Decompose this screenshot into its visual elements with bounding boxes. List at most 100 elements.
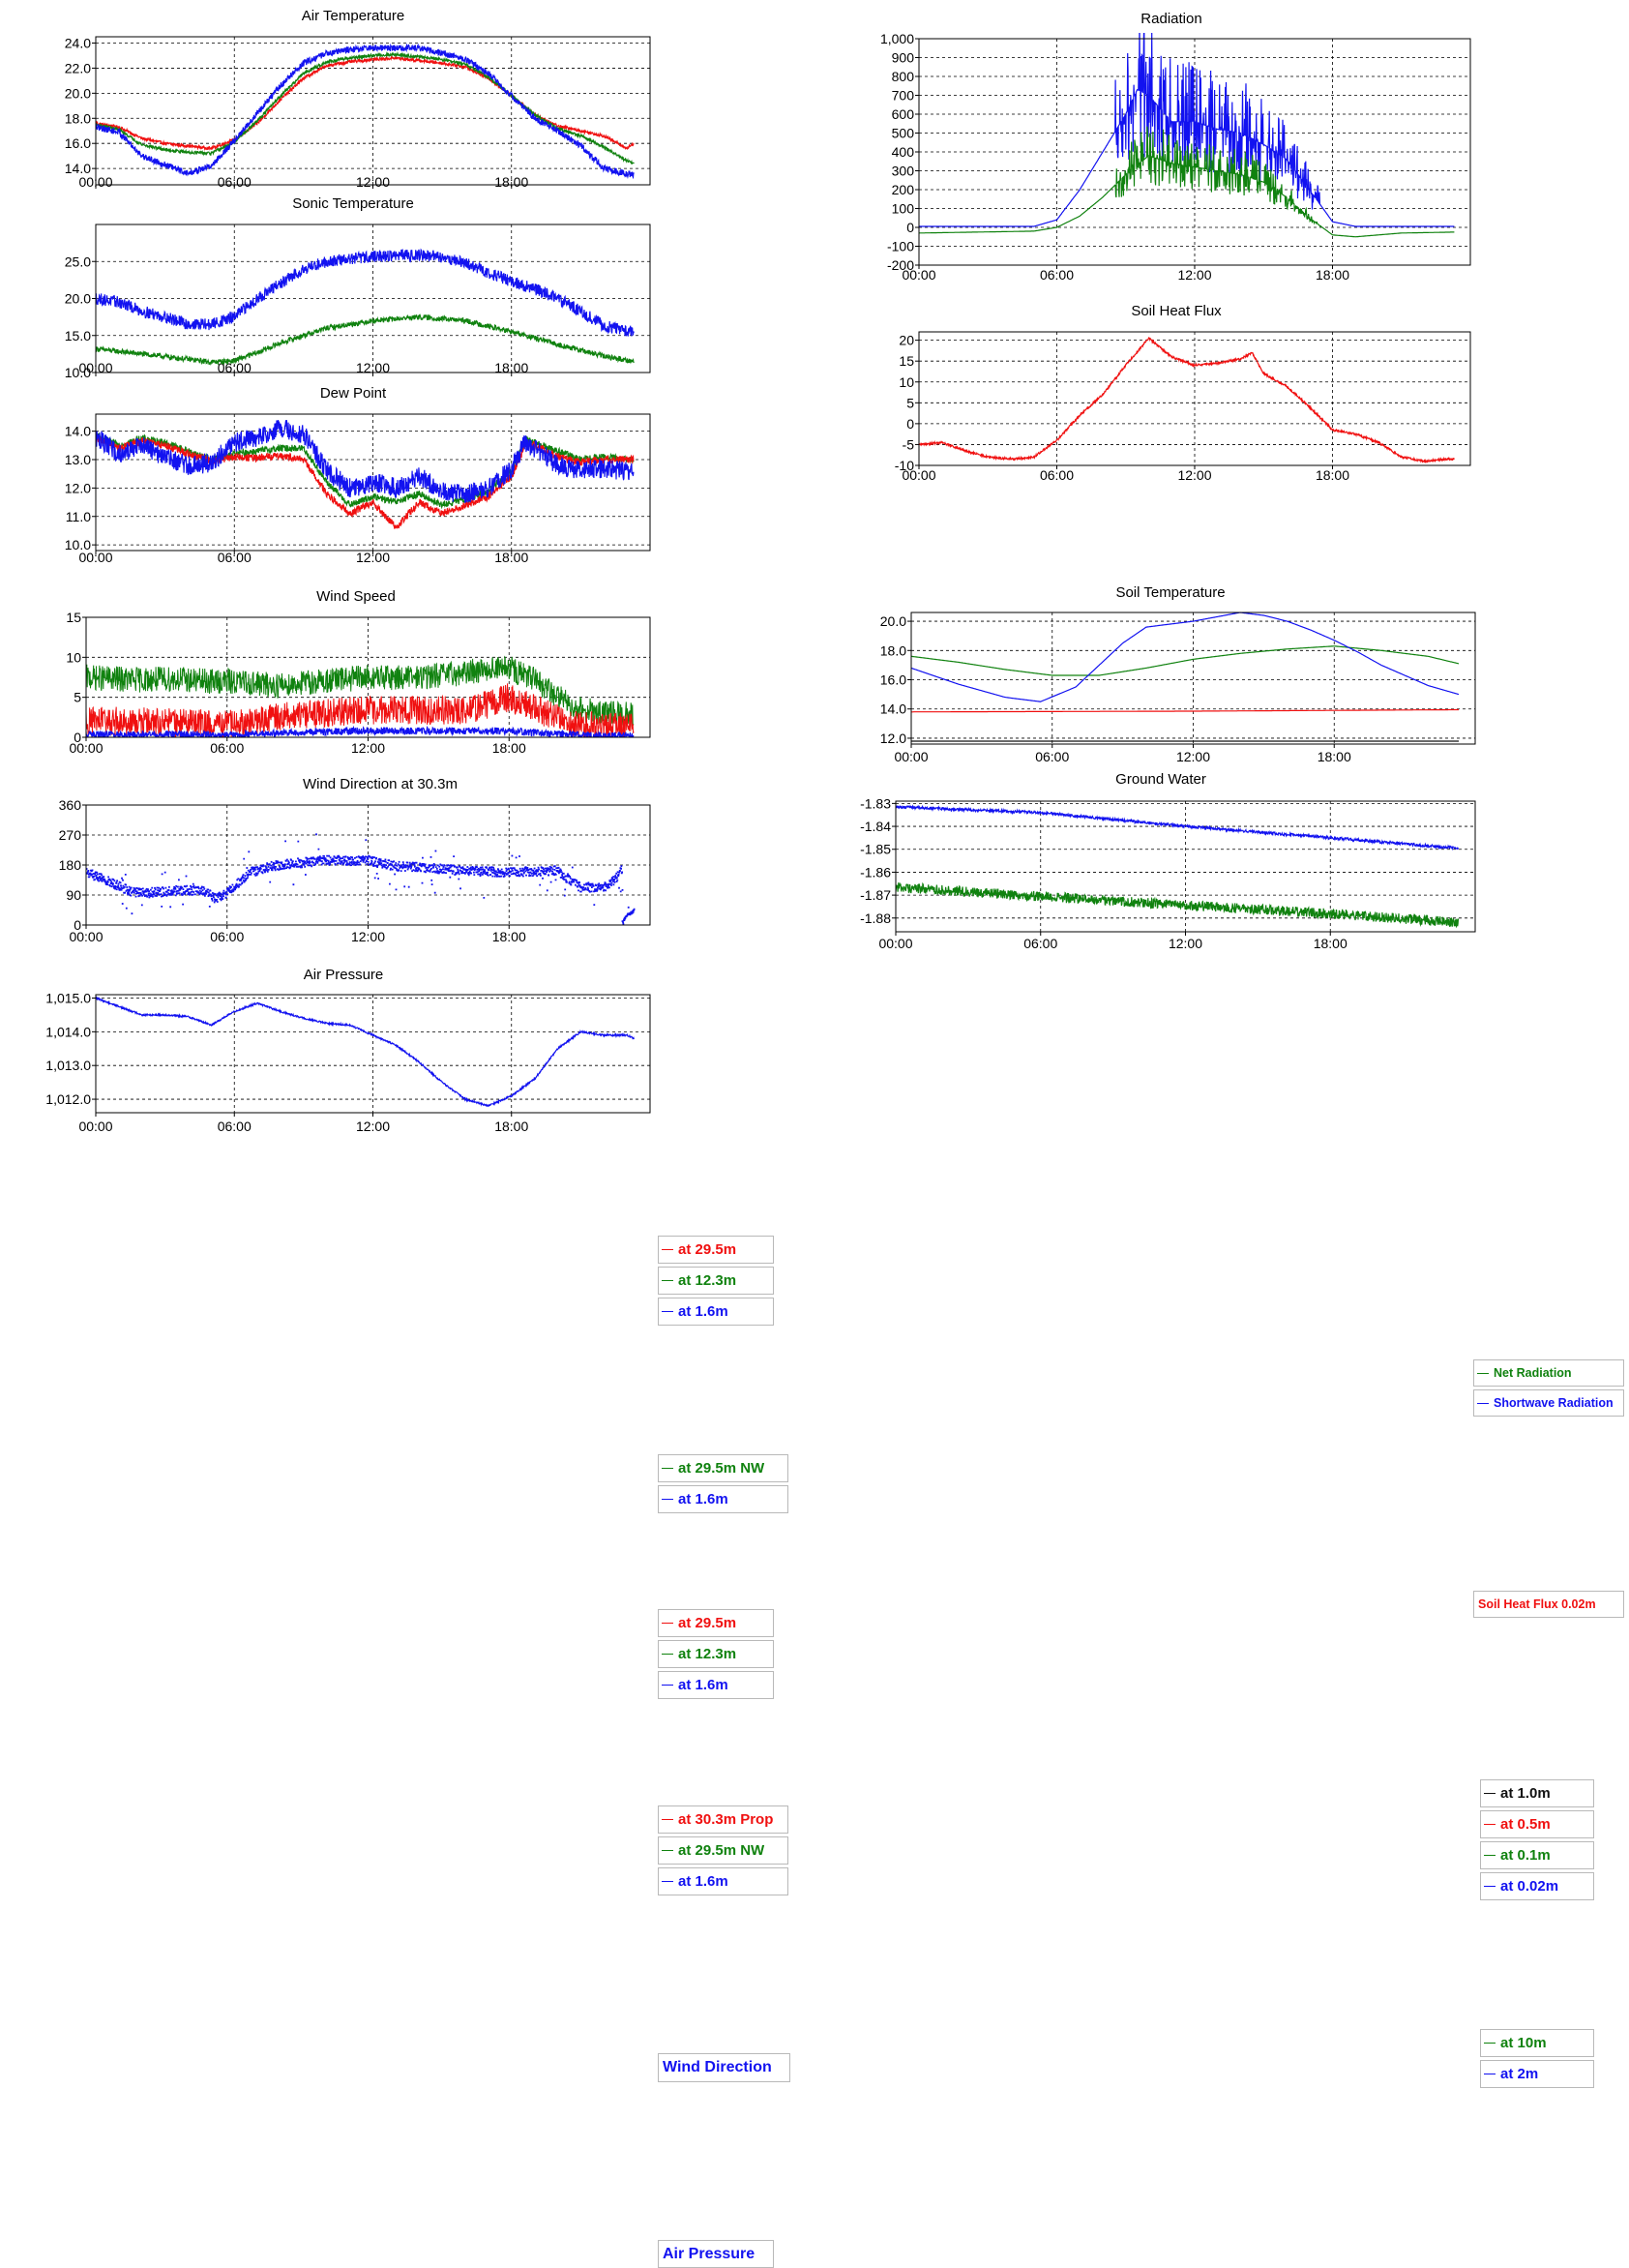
legend-label: at 29.5m	[678, 1615, 737, 1631]
air-temperature-series-1	[96, 50, 635, 164]
wind-direction-series-1	[621, 906, 636, 925]
wind-direction-xtick-label: 18:00	[492, 929, 526, 944]
soil-temperature-ytick-label: 14.0	[880, 701, 906, 717]
wind-speed-ytick-label: 15	[66, 610, 81, 625]
legend-item-soil-temperature-0: at 1.0m	[1480, 1779, 1594, 1807]
legend-label: at 12.3m	[678, 1646, 737, 1662]
legend-item-wind-speed-2: at 1.6m	[658, 1867, 788, 1895]
radiation-ytick-label: 200	[892, 182, 915, 197]
wind-speed-xtick-label: 18:00	[492, 740, 526, 756]
dew-point-xtick-label: 00:00	[78, 550, 112, 565]
air-temperature-xtick-label: 12:00	[356, 174, 390, 190]
air-temperature-chart: Air Temperature 24.0 22.0 20.0 18.0 16.0 14.0 0…	[65, 8, 651, 190]
radiation-ytick-label: 700	[892, 88, 915, 104]
legend-label: at 29.5m	[678, 1241, 737, 1258]
air-temperature-ytick-label: 14.0	[65, 161, 91, 176]
air-pressure-xtick-label: 18:00	[494, 1119, 528, 1134]
legend-label: at 1.6m	[678, 1873, 728, 1890]
legend-item-air-temperature-2: at 1.6m	[658, 1298, 774, 1326]
legend-label: Soil Heat Flux 0.02m	[1478, 1597, 1596, 1611]
sonic-temperature-title: Sonic Temperature	[292, 195, 414, 212]
legend-swatch	[662, 1280, 673, 1281]
legend-label: at 29.5m NW	[678, 1842, 765, 1859]
legend-item-air-temperature-1: at 12.3m	[658, 1267, 774, 1295]
ground-water-xtick-label: 00:00	[878, 936, 912, 951]
dew-point-series-2	[96, 419, 635, 503]
legend-swatch	[1484, 1793, 1496, 1794]
legend-label: at 1.6m	[678, 1677, 728, 1693]
air-pressure-ytick-label: 1,014.0	[45, 1024, 91, 1039]
wind-speed-series-0	[86, 655, 635, 728]
legend-item-soil-temperature-1: at 0.5m	[1480, 1810, 1594, 1838]
legend-label: Shortwave Radiation	[1494, 1396, 1614, 1410]
legend-label: Net Radiation	[1494, 1366, 1572, 1380]
radiation-ytick-label: 900	[892, 50, 915, 66]
legend-swatch	[1484, 1824, 1496, 1825]
soil-heat-flux-ytick-label: 5	[906, 395, 914, 410]
radiation-xtick-label: 12:00	[1177, 267, 1211, 283]
wind-direction-series-0	[86, 833, 624, 915]
legend-item-dew-point-2: at 1.6m	[658, 1671, 774, 1699]
radiation-title: Radiation	[1140, 11, 1201, 27]
soil-temperature-xtick-label: 12:00	[1176, 749, 1210, 764]
ground-water-title: Ground Water	[1115, 771, 1206, 788]
dew-point-xtick-label: 12:00	[356, 550, 390, 565]
radiation-ytick-label: -200	[887, 257, 914, 273]
dew-point-series-0	[96, 433, 635, 510]
radiation-series-1	[919, 126, 1455, 238]
soil-heat-flux-ytick-label: -10	[895, 458, 914, 473]
wind-speed-xtick-label: 06:00	[210, 740, 244, 756]
legend-swatch	[662, 1685, 673, 1686]
air-pressure-xtick-label: 00:00	[78, 1119, 112, 1134]
wind-direction-ytick-label: 90	[66, 887, 81, 903]
radiation-ytick-label: 800	[892, 69, 915, 84]
legend-item-ground-water-0: at 10m	[1480, 2029, 1594, 2057]
legend-label: at 1.0m	[1500, 1785, 1551, 1802]
air-pressure-chart: Air Pressure 1,015.0 1,014.0 1,013.0 1,012.0…	[45, 967, 651, 1134]
air-temperature-ytick-label: 16.0	[65, 135, 91, 151]
legend-label: at 10m	[1500, 2035, 1547, 2051]
legend-item-dew-point-0: at 29.5m	[658, 1609, 774, 1637]
legend-swatch	[662, 1881, 673, 1882]
soil-temperature-series-2	[911, 645, 1460, 676]
air-temperature-ytick-label: 24.0	[65, 35, 91, 50]
wind-speed-title: Wind Speed	[316, 588, 396, 605]
soil-heat-flux-xtick-label: 06:00	[1040, 467, 1074, 483]
radiation-series-0	[919, 33, 1455, 227]
soil-temperature-series-1	[911, 708, 1459, 713]
soil-temperature-ytick-label: 16.0	[880, 672, 906, 688]
sonic-temperature-xtick-label: 12:00	[356, 360, 390, 375]
ground-water-ytick-label: -1.86	[860, 864, 891, 880]
legend-item-sonic-temperature-1: at 1.6m	[658, 1485, 788, 1513]
dashboard: Air Temperature 24.0 22.0 20.0 18.0 16.0 14.0 0…	[45, 8, 1624, 2268]
sonic-temperature-ytick-label: 20.0	[65, 291, 91, 307]
ground-water-plot-frame	[895, 800, 1476, 933]
wind-speed-ytick-label: 10	[66, 649, 81, 665]
ground-water-ytick-label: -1.87	[860, 887, 891, 903]
radiation-ytick-label: -100	[887, 239, 914, 254]
soil-temperature-series-3	[911, 612, 1460, 702]
air-temperature-ytick-label: 22.0	[65, 60, 91, 75]
soil-temperature-ytick-label: 12.0	[880, 731, 906, 746]
legend-label: at 0.1m	[1500, 1847, 1551, 1864]
wind-speed-xtick-label: 00:00	[69, 740, 103, 756]
dew-point-ytick-label: 10.0	[65, 537, 91, 552]
air-pressure-ytick-label: 1,012.0	[45, 1091, 91, 1107]
legend-swatch	[1484, 1886, 1496, 1887]
sonic-temperature-xtick-label: 06:00	[218, 360, 252, 375]
wind-direction-ytick-label: 360	[59, 797, 82, 813]
soil-heat-flux-ytick-label: 10	[899, 374, 914, 390]
air-temperature-xtick-label: 06:00	[218, 174, 252, 190]
radiation-xtick-label: 06:00	[1040, 267, 1074, 283]
charts-canvas: Air Temperature 24.0 22.0 20.0 18.0 16.0 14.0 0…	[45, 8, 1476, 1134]
wind-speed-ytick-label: 0	[74, 730, 81, 745]
legend-label: at 12.3m	[678, 1272, 737, 1289]
sonic-temperature-ytick-label: 15.0	[65, 328, 91, 343]
legend-item-wind-speed-1: at 29.5m NW	[658, 1836, 788, 1865]
legend-label: at 30.3m Prop	[678, 1811, 774, 1828]
legend-swatch	[1477, 1372, 1489, 1374]
legend-label: at 1.6m	[678, 1303, 728, 1320]
legend-swatch	[1484, 1855, 1496, 1856]
air-temperature-series-0	[96, 54, 635, 152]
radiation-xtick-label: 00:00	[902, 267, 935, 283]
